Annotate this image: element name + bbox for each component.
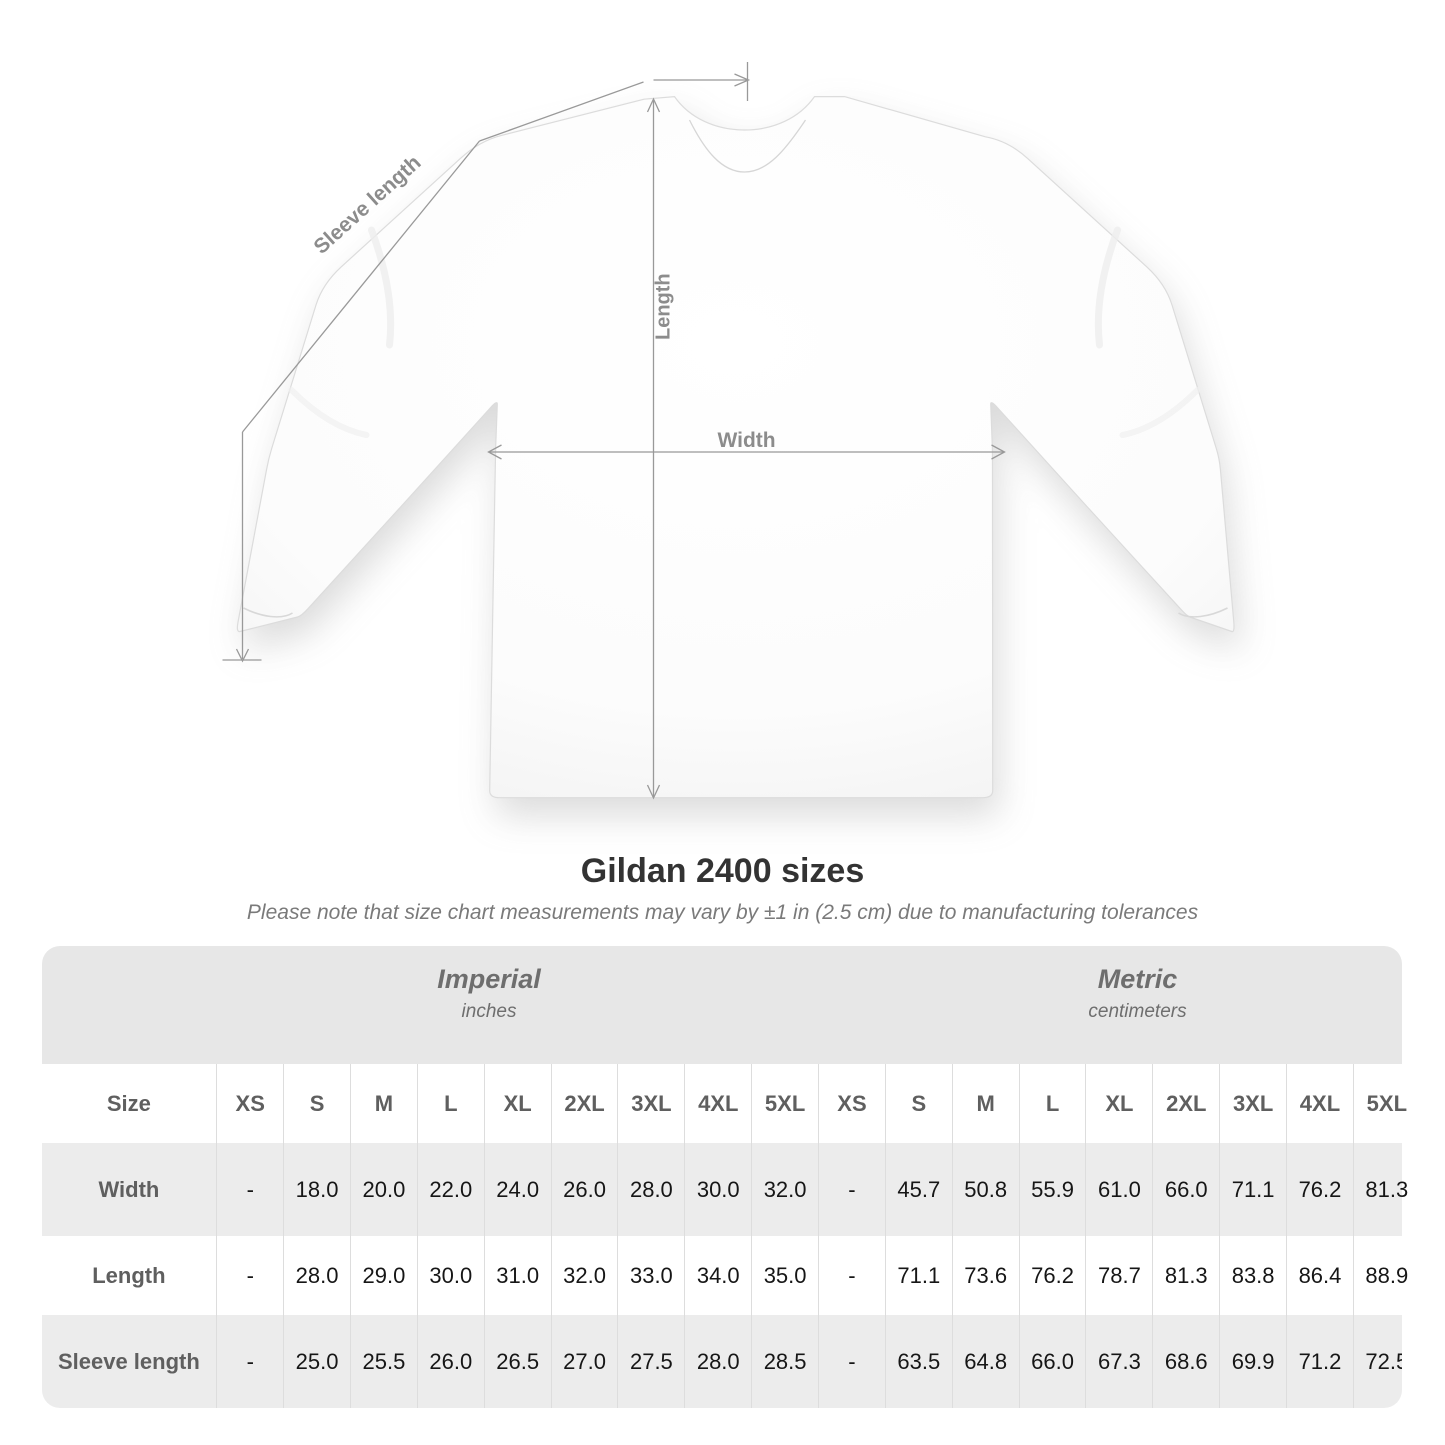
svg-text:Width: Width <box>718 429 776 452</box>
svg-text:Length: Length <box>653 273 675 340</box>
